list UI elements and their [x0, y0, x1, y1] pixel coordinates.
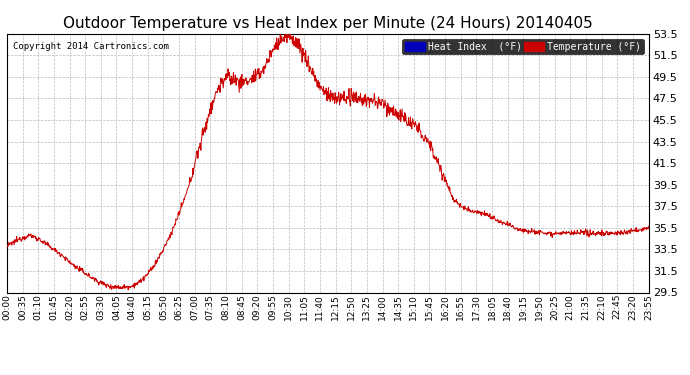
Text: Copyright 2014 Cartronics.com: Copyright 2014 Cartronics.com — [13, 42, 169, 51]
Title: Outdoor Temperature vs Heat Index per Minute (24 Hours) 20140405: Outdoor Temperature vs Heat Index per Mi… — [63, 16, 593, 31]
Legend: Heat Index  (°F), Temperature (°F): Heat Index (°F), Temperature (°F) — [402, 39, 644, 54]
